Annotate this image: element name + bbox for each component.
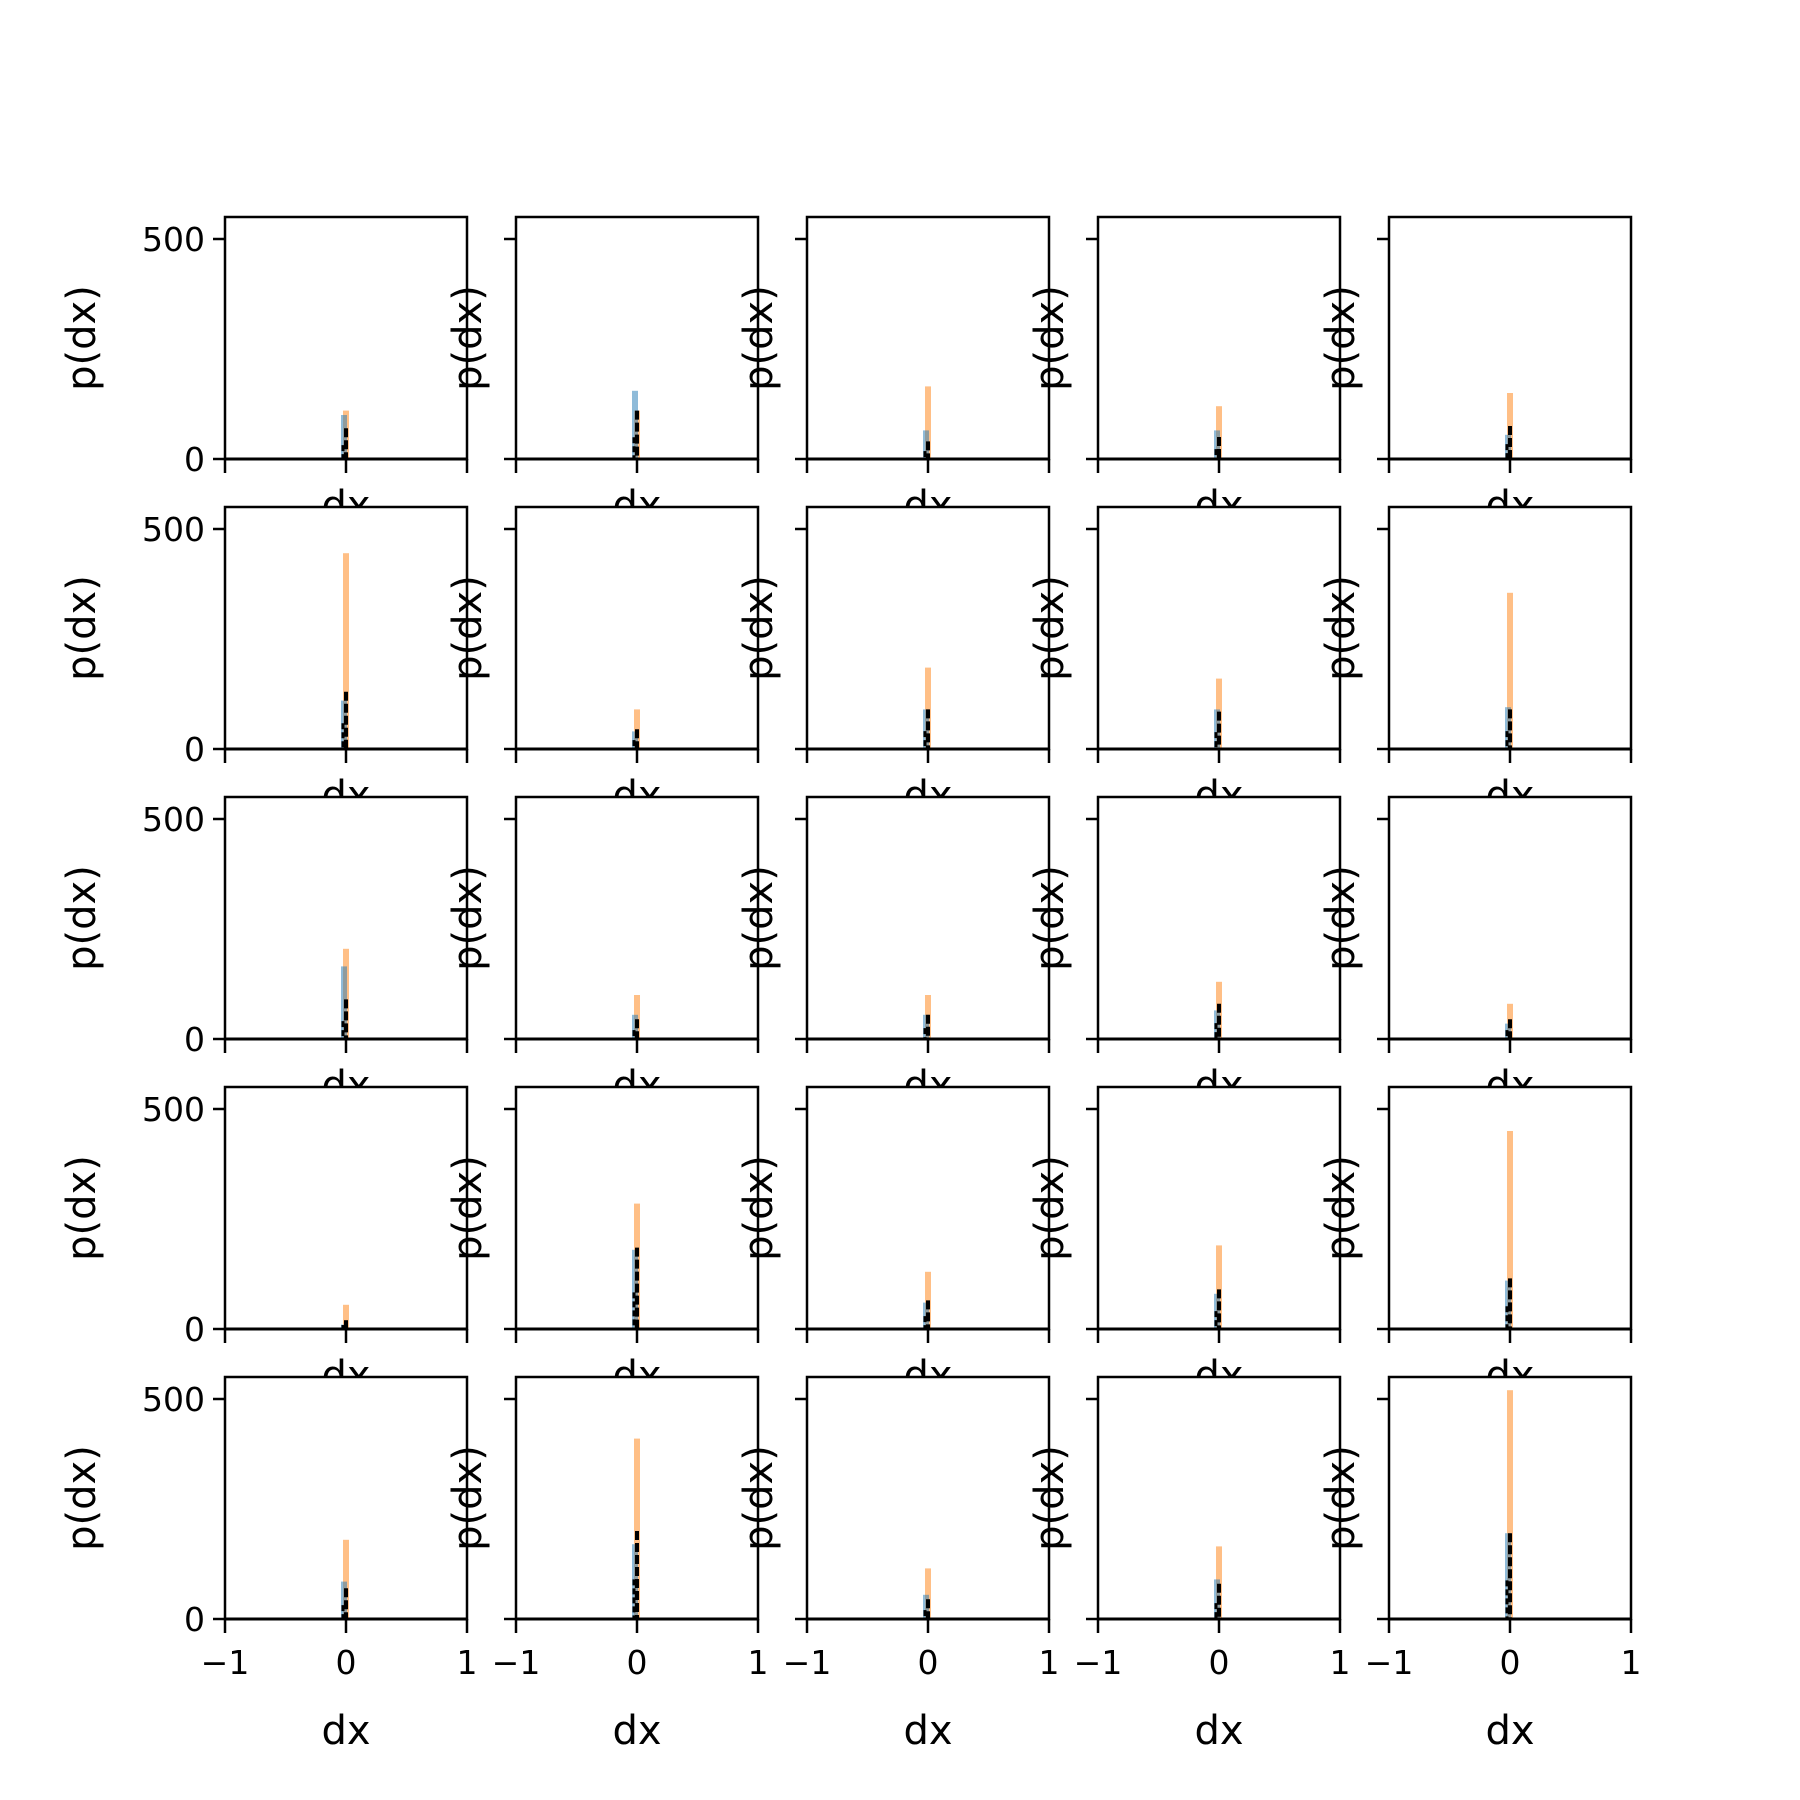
x-tick-label: −1: [1074, 1643, 1123, 1682]
bar-orange: [634, 1438, 640, 1619]
panel-r3-c2: p(dx)dx: [736, 1085, 1051, 1399]
panel-r0-c3: p(dx)dx: [1027, 215, 1342, 529]
x-tick-label: −1: [201, 1643, 250, 1682]
x-tick-label: 0: [1209, 1643, 1230, 1682]
bar-orange: [343, 553, 349, 749]
y-tick-label: 500: [142, 510, 205, 549]
x-tick-label: −1: [1365, 1643, 1414, 1682]
x-tick-label: 1: [457, 1643, 478, 1682]
panel-r1-c1: p(dx)dx: [445, 505, 760, 819]
x-axis-label: dx: [1194, 1708, 1243, 1754]
y-axis-label: p(dx): [736, 575, 782, 681]
y-tick-label: 500: [142, 220, 205, 259]
panel-r3-c4: p(dx)dx: [1318, 1085, 1633, 1399]
y-axis-label: p(dx): [736, 1445, 782, 1551]
y-tick-label: 0: [184, 730, 205, 769]
panel-r0-c2: p(dx)dx: [736, 215, 1051, 529]
axes-background: [516, 507, 758, 749]
x-tick-label: −1: [492, 1643, 541, 1682]
y-tick-label: 500: [142, 1090, 205, 1129]
bar-orange: [1507, 1131, 1513, 1329]
panel-r3-c1: p(dx)dx: [445, 1085, 760, 1399]
axes-background: [1389, 797, 1631, 1039]
y-axis-label: p(dx): [1027, 575, 1073, 681]
x-tick-label: 0: [1500, 1643, 1521, 1682]
axes-background: [225, 1087, 467, 1329]
panel-r2-c2: p(dx)dx: [736, 795, 1051, 1109]
panel-r4-c3: p(dx) dx −1 0 1: [1027, 1375, 1351, 1754]
panel-r3-c3: p(dx)dx: [1027, 1085, 1342, 1399]
y-axis-label: p(dx): [59, 575, 105, 681]
x-tick-label: 1: [1330, 1643, 1351, 1682]
y-axis-label: p(dx): [445, 575, 491, 681]
x-axis-label: dx: [612, 1708, 661, 1754]
panel-r4-c1: p(dx) dx −1 0 1: [445, 1375, 769, 1754]
bar-orange: [343, 1539, 349, 1619]
y-tick-label: 0: [184, 1600, 205, 1639]
y-axis-label: p(dx): [736, 285, 782, 391]
y-tick-label: 500: [142, 1380, 205, 1419]
panel-r1-c4: p(dx)dx: [1318, 505, 1633, 819]
y-axis-label: p(dx): [1027, 1445, 1073, 1551]
x-tick-label: 1: [748, 1643, 769, 1682]
bar-orange: [1507, 1390, 1513, 1619]
x-tick-label: 0: [918, 1643, 939, 1682]
x-tick-label: 1: [1621, 1643, 1642, 1682]
y-axis-label: p(dx): [1027, 285, 1073, 391]
y-axis-label: p(dx): [445, 285, 491, 391]
panel-r2-c4: p(dx)dx: [1318, 795, 1633, 1109]
y-axis-label: p(dx): [1318, 1445, 1364, 1551]
y-axis-label: p(dx): [445, 1445, 491, 1551]
y-axis-label: p(dx): [736, 865, 782, 971]
panel-r1-c2: p(dx)dx: [736, 505, 1051, 819]
x-axis-label: dx: [1485, 1708, 1534, 1754]
y-axis-label: p(dx): [445, 1155, 491, 1261]
panel-r2-c3: p(dx)dx: [1027, 795, 1342, 1109]
panel-r1-c3: p(dx)dx: [1027, 505, 1342, 819]
bar-orange: [925, 667, 931, 749]
bar-orange: [1216, 1245, 1222, 1329]
y-axis-label: p(dx): [1027, 865, 1073, 971]
y-tick-label: 0: [184, 440, 205, 479]
bar-orange: [925, 1568, 931, 1619]
y-tick-label: 500: [142, 800, 205, 839]
bar-orange: [1507, 592, 1513, 749]
panel-r2-c1: p(dx)dx: [445, 795, 760, 1109]
x-tick-label: 1: [1039, 1643, 1060, 1682]
x-axis-label: dx: [321, 1708, 370, 1754]
y-axis-label: p(dx): [59, 285, 105, 391]
bar-orange: [925, 386, 931, 459]
y-axis-label: p(dx): [1318, 575, 1364, 681]
y-axis-label: p(dx): [1318, 865, 1364, 971]
panel-r4-c2: p(dx) dx −1 0 1: [736, 1375, 1060, 1754]
y-axis-label: p(dx): [59, 865, 105, 971]
y-axis-label: p(dx): [59, 1155, 105, 1261]
x-axis-label: dx: [903, 1708, 952, 1754]
x-tick-label: −1: [783, 1643, 832, 1682]
panel-r4-c0: p(dx) dx 0 500 −1 0 1: [59, 1375, 478, 1754]
y-axis-label: p(dx): [1318, 285, 1364, 391]
panel-r0-c1: p(dx)dx: [445, 215, 760, 529]
x-tick-label: 0: [627, 1643, 648, 1682]
y-axis-label: p(dx): [59, 1445, 105, 1551]
y-axis-label: p(dx): [1318, 1155, 1364, 1261]
y-tick-label: 0: [184, 1310, 205, 1349]
y-axis-label: p(dx): [445, 865, 491, 971]
x-tick-label: 0: [336, 1643, 357, 1682]
bar-orange: [343, 1304, 349, 1329]
y-axis-label: p(dx): [1027, 1155, 1073, 1261]
y-axis-label: p(dx): [736, 1155, 782, 1261]
y-tick-label: 0: [184, 1020, 205, 1059]
panel-r0-c4: p(dx)dx: [1318, 215, 1633, 529]
panel-r4-c4: p(dx) dx −1 0 1: [1318, 1375, 1642, 1754]
